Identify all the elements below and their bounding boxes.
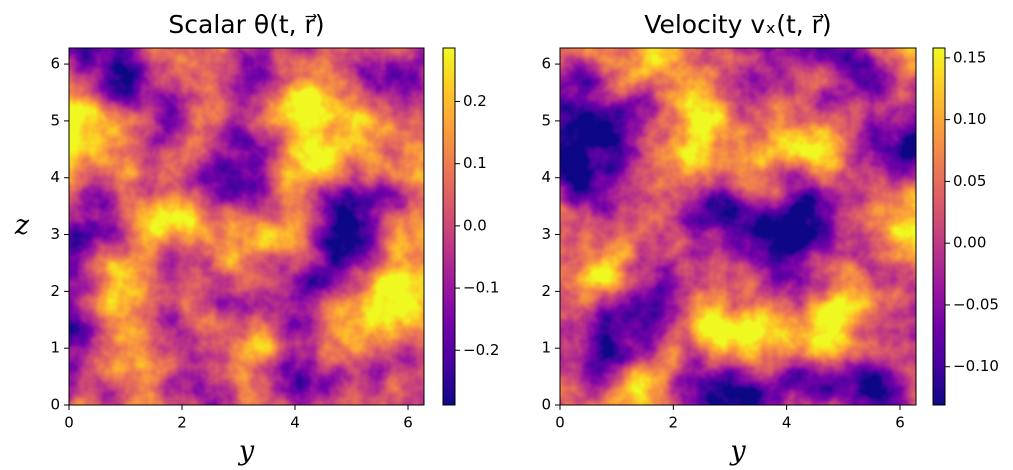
y-tick-label: 3 bbox=[541, 225, 551, 243]
colorbar-tick-label: 0.00 bbox=[953, 234, 986, 252]
colorbar-tick-label: −0.1 bbox=[463, 279, 499, 297]
y-tick-label: 0 bbox=[541, 396, 551, 414]
y-tick-label: 6 bbox=[50, 55, 60, 73]
colorbar bbox=[442, 47, 456, 406]
panel: Scalar θ(t, r⃗) y z 0 2 4 6 0 1 2 3 4 5 6 −0.2 −0.1 0.0 0… bbox=[14, 10, 500, 467]
y-tick-label: 3 bbox=[50, 225, 60, 243]
y-tick-label: 6 bbox=[541, 55, 551, 73]
chart-title: Scalar θ(t, r⃗) bbox=[168, 10, 324, 39]
y-tick-label: 2 bbox=[50, 282, 60, 300]
x-tick-label: 4 bbox=[782, 414, 792, 432]
colorbar-tick-label: 0.10 bbox=[953, 110, 986, 128]
colorbar-tick-label: 0.0 bbox=[463, 216, 487, 234]
colorbar-tick-label: 0.1 bbox=[463, 154, 487, 172]
x-tick-label: 0 bbox=[555, 414, 565, 432]
x-tick-label: 6 bbox=[403, 414, 413, 432]
y-tick-label: 5 bbox=[50, 111, 60, 129]
colorbar-tick-label: −0.2 bbox=[463, 341, 499, 359]
y-axis-label: z bbox=[14, 210, 30, 241]
y-tick-label: 2 bbox=[541, 282, 551, 300]
x-tick-label: 6 bbox=[895, 414, 905, 432]
x-tick-label: 2 bbox=[669, 414, 679, 432]
axes-frame bbox=[68, 47, 425, 406]
colorbar-tick-label: −0.10 bbox=[953, 357, 999, 375]
colorbar bbox=[932, 47, 946, 406]
colorbar-tick-label: −0.05 bbox=[953, 295, 999, 313]
colorbar-tick-label: 0.2 bbox=[463, 92, 487, 110]
x-tick-label: 2 bbox=[177, 414, 187, 432]
y-tick-label: 4 bbox=[50, 168, 60, 186]
panel: Velocity vₓ(t, r⃗) y 0 2 4 6 0 1 2 3 4 5 6 −0.10 −0.05… bbox=[541, 10, 999, 467]
heatmap-field bbox=[69, 48, 424, 405]
y-tick-label: 1 bbox=[541, 339, 551, 357]
colorbar-tick-label: 0.05 bbox=[953, 172, 986, 190]
y-tick-label: 5 bbox=[541, 111, 551, 129]
y-tick-label: 0 bbox=[50, 396, 60, 414]
x-tick-label: 4 bbox=[290, 414, 300, 432]
colorbar-tick-label: 0.15 bbox=[953, 48, 986, 66]
chart-title: Velocity vₓ(t, r⃗) bbox=[644, 10, 831, 39]
y-tick-label: 4 bbox=[541, 168, 551, 186]
heatmap-field bbox=[560, 48, 916, 405]
x-tick-label: 0 bbox=[64, 414, 74, 432]
x-axis-label: y bbox=[238, 436, 255, 467]
axes-frame bbox=[559, 47, 917, 406]
y-tick-label: 1 bbox=[50, 339, 60, 357]
x-axis-label: y bbox=[729, 436, 746, 467]
